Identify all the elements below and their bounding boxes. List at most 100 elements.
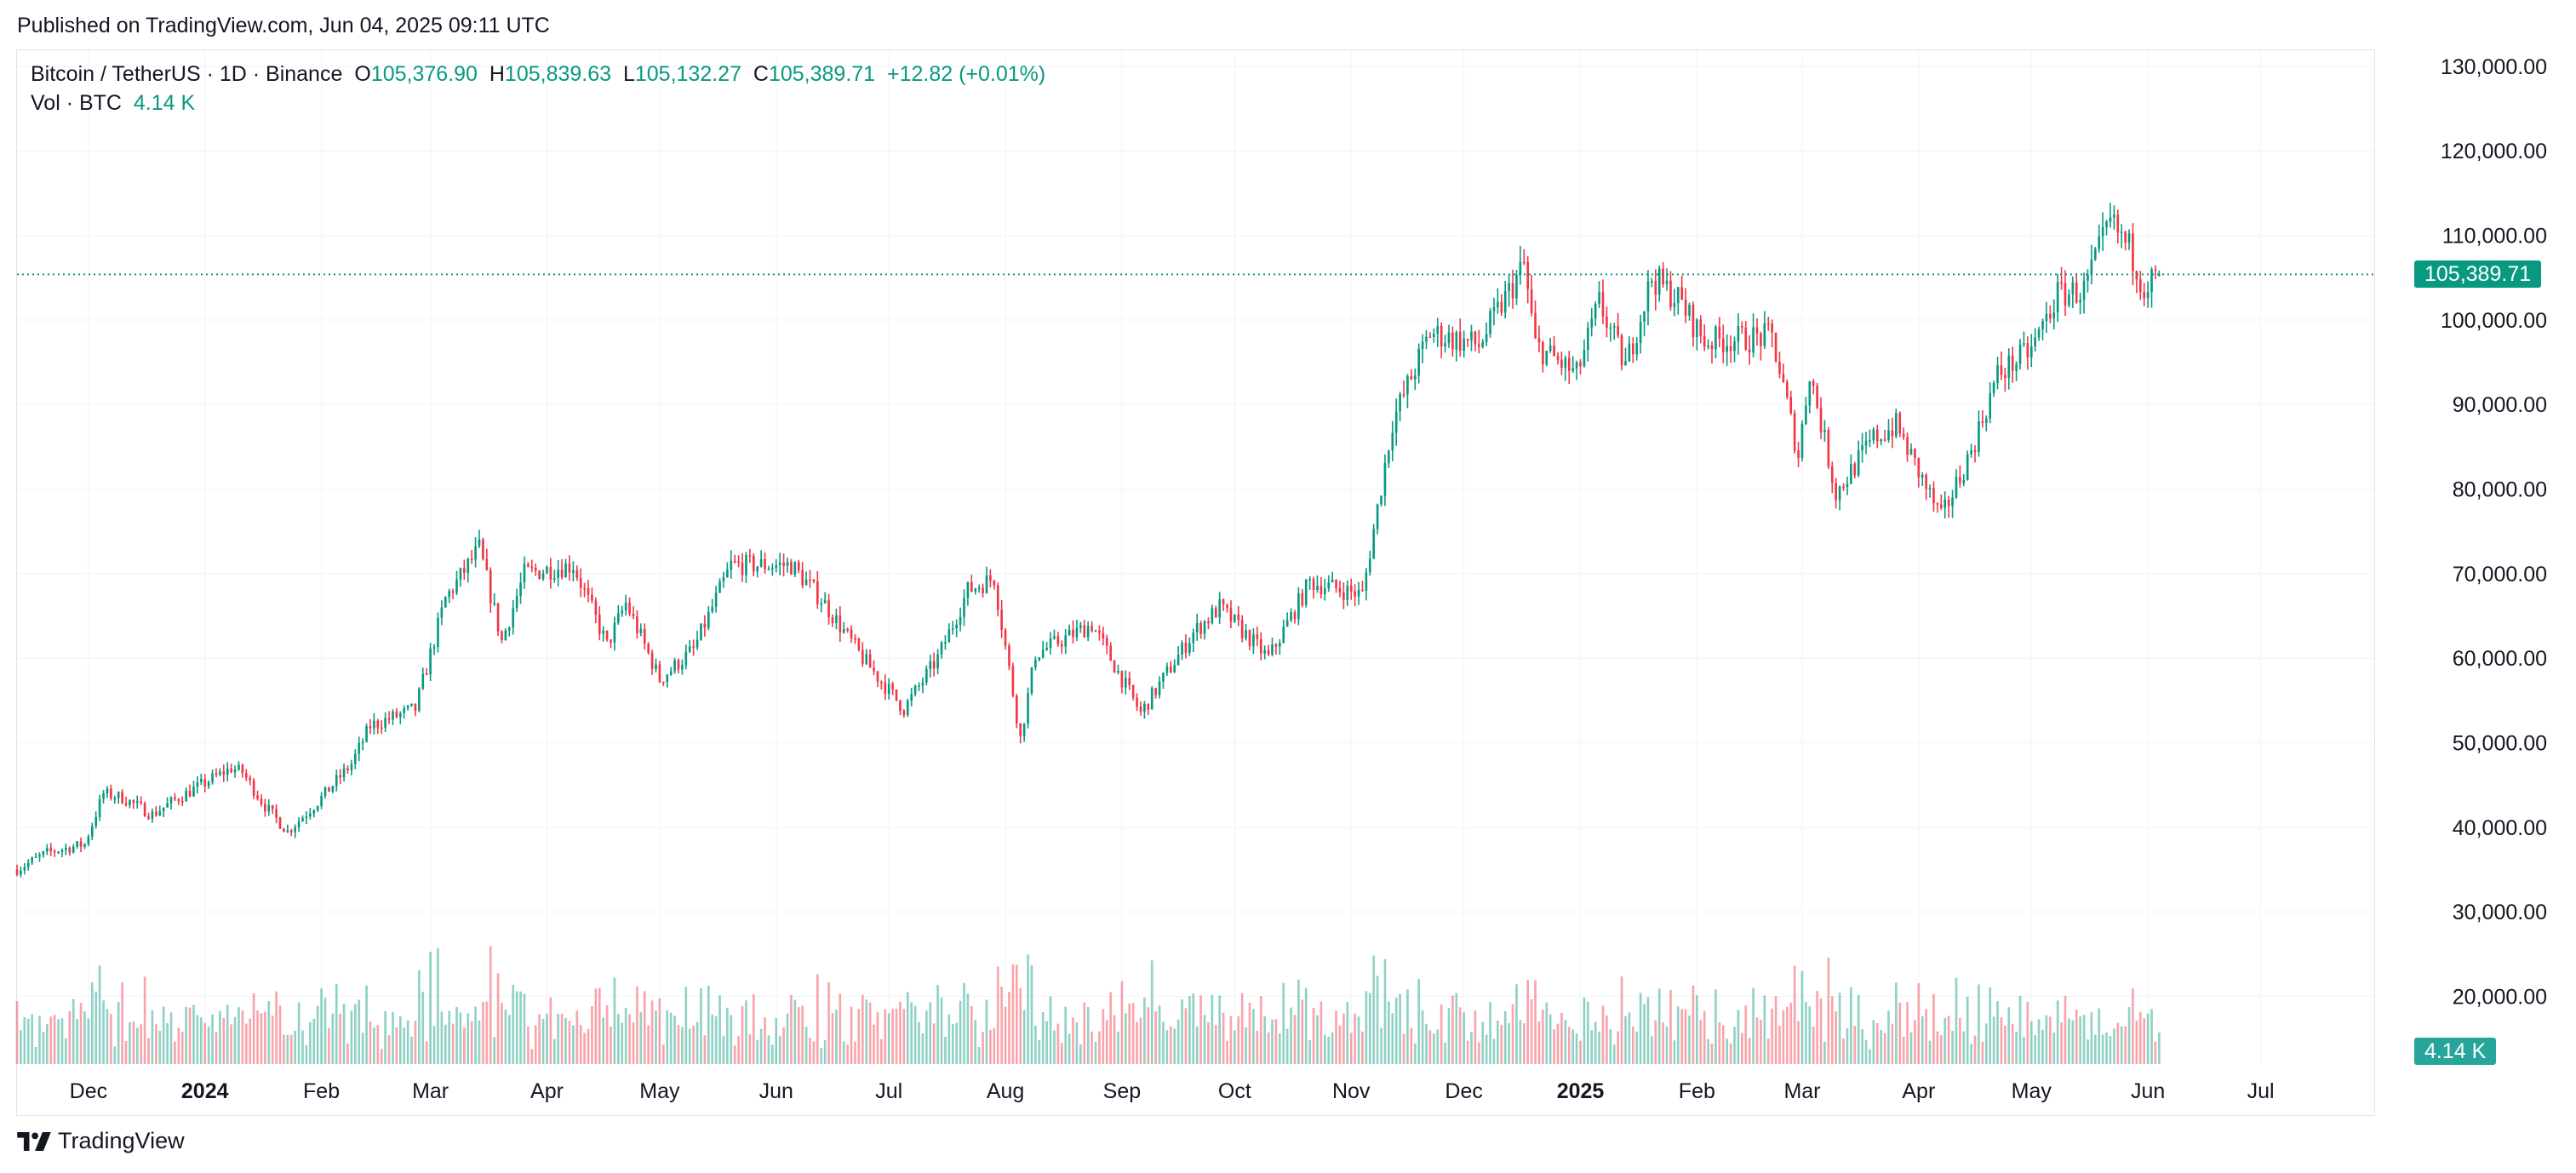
volume-bar xyxy=(568,1021,571,1064)
volume-bar xyxy=(2158,1032,2161,1064)
volume-bar xyxy=(861,994,864,1064)
time-axis[interactable]: Dec 2024 Feb Mar Apr May Jun Jul Aug Sep Oct Nov Dec… xyxy=(70,1079,2275,1103)
candle-body xyxy=(1875,429,1879,442)
volume-bar xyxy=(661,1044,665,1064)
volume-bar xyxy=(1474,1010,1477,1064)
volume-bar xyxy=(203,1022,207,1064)
volume-bar xyxy=(1606,1015,1608,1064)
candle-body xyxy=(1819,407,1823,432)
volume-bar xyxy=(1620,976,1623,1064)
volume-bar xyxy=(655,1010,657,1064)
volume-bar xyxy=(2154,1041,2157,1064)
volume-bar xyxy=(1279,1033,1281,1064)
candle-body xyxy=(2018,344,2022,364)
candle-body xyxy=(1120,671,1124,688)
volume-bar xyxy=(1583,997,1586,1064)
volume-bar xyxy=(1587,1001,1589,1064)
volume-bar xyxy=(628,1014,631,1064)
candle-body xyxy=(474,546,477,560)
volume-bar xyxy=(1816,991,1818,1064)
candle-body xyxy=(2098,236,2101,249)
volume-bar xyxy=(989,1029,992,1064)
volume-bar xyxy=(541,1018,545,1064)
volume-bar xyxy=(1019,987,1022,1064)
candle-body xyxy=(90,826,94,837)
volume-bar xyxy=(166,1022,169,1064)
candle-body xyxy=(1587,327,1589,351)
candle-body xyxy=(1692,304,1695,338)
volume-bar xyxy=(1463,1012,1465,1064)
volume-bar xyxy=(1875,1022,1879,1064)
candle-body xyxy=(1676,287,1680,304)
volume-bar xyxy=(90,981,94,1064)
candle-body xyxy=(199,779,203,782)
volume-bar xyxy=(346,1043,349,1064)
candle-body xyxy=(707,611,710,628)
volume-bar xyxy=(1906,1002,1909,1064)
volume-bar xyxy=(180,1031,184,1064)
volume-bar xyxy=(891,1009,894,1064)
volume-bar xyxy=(1045,1021,1048,1064)
candle-body xyxy=(1857,450,1860,476)
candle-body xyxy=(2007,355,2011,379)
volume-bar xyxy=(639,1011,643,1064)
candle-body xyxy=(1301,592,1304,605)
volume-bar xyxy=(1274,1019,1278,1064)
candle-body xyxy=(1755,327,1759,334)
volume-bar xyxy=(1744,1005,1748,1064)
volume-bar xyxy=(316,1005,319,1064)
volume-bar xyxy=(876,1012,879,1064)
volume-bar xyxy=(1932,993,1935,1064)
volume-bar xyxy=(1676,1006,1680,1064)
candle-body xyxy=(493,603,495,604)
candle-body xyxy=(940,642,943,655)
candle-body xyxy=(621,610,624,614)
candle-body xyxy=(459,568,462,580)
candle-body xyxy=(2127,233,2131,243)
volume-bar xyxy=(1030,964,1033,1064)
candle-body xyxy=(1323,588,1326,594)
volume-bar xyxy=(1068,1033,1071,1064)
candle-body xyxy=(1211,608,1214,624)
symbol-title[interactable]: Bitcoin / TetherUS · 1D · Binance xyxy=(31,62,343,86)
candle-body xyxy=(289,830,293,833)
volume-bar xyxy=(1981,1041,1984,1064)
price-axis[interactable]: 20,000.00 30,000.00 40,000.00 50,000.00 60,0… xyxy=(2441,55,2547,1010)
volume-bar xyxy=(1556,1023,1560,1064)
candle-body xyxy=(610,639,612,643)
volume-bar xyxy=(151,1010,154,1064)
candle-body xyxy=(2079,300,2081,303)
volume-bar xyxy=(534,1025,537,1064)
tradingview-brand[interactable]: TradingView xyxy=(17,1128,185,1154)
candle-body xyxy=(2026,343,2029,358)
volume-bar xyxy=(1086,1007,1090,1064)
volume-bar xyxy=(1125,1013,1127,1064)
price-tick-label: 120,000.00 xyxy=(2441,140,2547,163)
volume-bar xyxy=(2098,1008,2101,1064)
candle-body xyxy=(868,654,872,668)
candle-body xyxy=(1651,281,1653,283)
candle-body xyxy=(2011,355,2014,371)
candle-body xyxy=(602,630,605,634)
candle-body xyxy=(1710,345,1714,350)
candle-body xyxy=(2049,313,2052,319)
candle-body xyxy=(1680,287,1684,300)
volume-bar xyxy=(944,1037,947,1064)
volume-bar xyxy=(1651,1036,1653,1064)
volume-bar xyxy=(650,1000,654,1064)
volume-bar xyxy=(823,1039,827,1064)
candle-body xyxy=(1075,627,1079,638)
candle-body xyxy=(1545,350,1548,365)
candle-body xyxy=(861,649,864,664)
volume-bar xyxy=(485,1001,489,1064)
volume-label[interactable]: Vol · BTC xyxy=(31,91,122,115)
volume-bar xyxy=(1211,994,1214,1064)
candle-body xyxy=(572,570,575,573)
volume-bar xyxy=(2079,1016,2081,1064)
volume-bar xyxy=(546,1013,548,1064)
candle-body xyxy=(1928,488,1932,489)
candle-body xyxy=(1131,685,1135,698)
candle-body xyxy=(15,869,19,875)
volume-bar xyxy=(624,1008,627,1064)
